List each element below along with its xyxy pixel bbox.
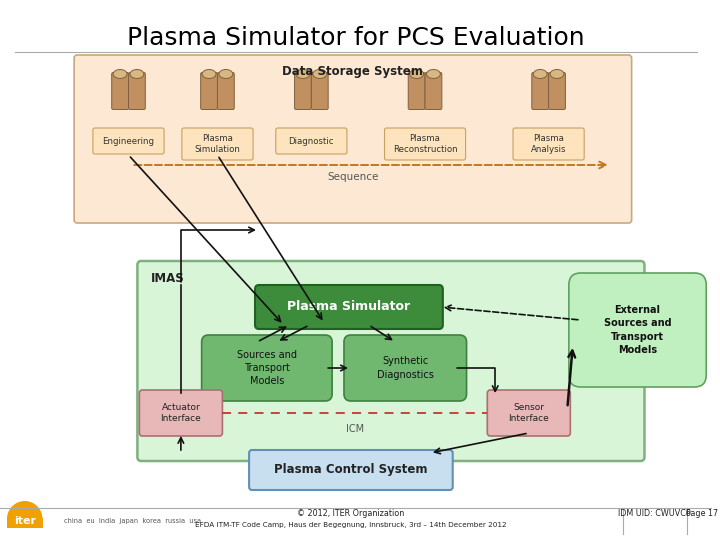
FancyBboxPatch shape — [255, 285, 443, 329]
Text: IDM UID: CWUVC6: IDM UID: CWUVC6 — [618, 510, 690, 518]
Text: Plasma
Simulation: Plasma Simulation — [194, 134, 240, 154]
Ellipse shape — [219, 70, 233, 78]
Ellipse shape — [534, 70, 547, 78]
Text: Plasma Control System: Plasma Control System — [274, 463, 428, 476]
FancyBboxPatch shape — [549, 72, 565, 110]
FancyBboxPatch shape — [138, 261, 644, 461]
FancyBboxPatch shape — [425, 72, 442, 110]
Text: Plasma Simulator: Plasma Simulator — [287, 300, 410, 314]
FancyBboxPatch shape — [93, 128, 164, 154]
Text: Diagnostic: Diagnostic — [289, 137, 334, 145]
Text: EFDA ITM-TF Code Camp, Haus der Begegnung, Innsbruck, 3rd – 14th December 2012: EFDA ITM-TF Code Camp, Haus der Begegnun… — [195, 522, 507, 528]
Text: ICM: ICM — [346, 424, 364, 434]
FancyBboxPatch shape — [74, 55, 631, 223]
Text: Plasma Simulator for PCS Evaluation: Plasma Simulator for PCS Evaluation — [127, 26, 585, 50]
FancyBboxPatch shape — [202, 335, 332, 401]
FancyBboxPatch shape — [311, 72, 328, 110]
Text: © 2012, ITER Organization: © 2012, ITER Organization — [297, 510, 405, 518]
Text: Plasma
Analysis: Plasma Analysis — [531, 134, 567, 154]
FancyBboxPatch shape — [201, 72, 217, 110]
Text: Sensor
Interface: Sensor Interface — [508, 403, 549, 423]
Ellipse shape — [410, 70, 423, 78]
Ellipse shape — [202, 70, 216, 78]
Text: Sources and
Transport
Models: Sources and Transport Models — [237, 350, 297, 386]
Ellipse shape — [426, 70, 441, 78]
Text: Synthetic
Diagnostics: Synthetic Diagnostics — [377, 356, 433, 380]
Ellipse shape — [130, 70, 144, 78]
Text: Sequence: Sequence — [327, 172, 379, 182]
Text: Actuator
Interface: Actuator Interface — [161, 403, 202, 423]
Ellipse shape — [550, 70, 564, 78]
FancyBboxPatch shape — [532, 72, 549, 110]
FancyBboxPatch shape — [384, 128, 466, 160]
Ellipse shape — [113, 70, 127, 78]
FancyBboxPatch shape — [140, 390, 222, 436]
FancyBboxPatch shape — [128, 72, 145, 110]
FancyBboxPatch shape — [408, 72, 425, 110]
Ellipse shape — [296, 70, 310, 78]
Wedge shape — [7, 501, 42, 519]
FancyBboxPatch shape — [294, 72, 311, 110]
Text: Plasma
Reconstruction: Plasma Reconstruction — [392, 134, 457, 154]
Ellipse shape — [313, 70, 327, 78]
Text: IMAS: IMAS — [151, 273, 185, 286]
Text: china  eu  india  japan  korea  russia  usa: china eu india japan korea russia usa — [64, 518, 202, 524]
Text: Engineering: Engineering — [102, 137, 155, 145]
FancyBboxPatch shape — [344, 335, 467, 401]
FancyBboxPatch shape — [513, 128, 584, 160]
Text: Page 17: Page 17 — [685, 510, 718, 518]
Text: iter: iter — [14, 516, 36, 526]
FancyBboxPatch shape — [487, 390, 570, 436]
Bar — [7, 518, 42, 528]
FancyBboxPatch shape — [112, 72, 128, 110]
FancyBboxPatch shape — [276, 128, 347, 154]
FancyBboxPatch shape — [249, 450, 453, 490]
Text: External
Sources and
Transport
Models: External Sources and Transport Models — [604, 305, 671, 355]
FancyBboxPatch shape — [569, 273, 706, 387]
Text: Data Storage System: Data Storage System — [282, 65, 423, 78]
FancyBboxPatch shape — [217, 72, 234, 110]
FancyBboxPatch shape — [182, 128, 253, 160]
